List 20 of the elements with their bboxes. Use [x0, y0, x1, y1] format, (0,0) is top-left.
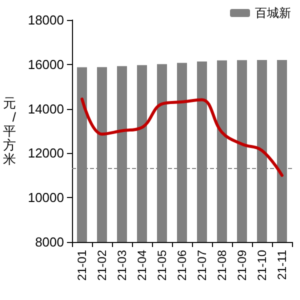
y-tick-label: 12000 — [28, 146, 64, 161]
x-tick-label: 21-10 — [255, 250, 269, 281]
line-series — [80, 98, 284, 177]
x-tick-label: 21-02 — [95, 250, 109, 281]
x-tick-label: 21-03 — [115, 250, 129, 281]
y-tick-label: 18000 — [28, 12, 64, 28]
legend-label: 百城新 — [255, 6, 291, 20]
y-tick-label: 8000 — [35, 234, 64, 250]
x-tick-label: 21-01 — [75, 250, 89, 281]
x-tick-label: 21-04 — [135, 250, 149, 281]
x-tick-label: 21-06 — [175, 250, 189, 281]
y-axis-title: 元/平方米 — [3, 96, 16, 166]
x-tick-label: 21-08 — [215, 250, 229, 281]
x-tick-label: 21-09 — [235, 250, 249, 281]
x-tick-label: 21-07 — [195, 250, 209, 281]
y-tick-label: 10000 — [28, 190, 64, 206]
y-tick-label: 14000 — [28, 101, 64, 116]
y-tick-label: 16000 — [28, 56, 64, 72]
x-tick-label: 21-05 — [155, 250, 169, 281]
x-tick-label: 21-11 — [275, 250, 289, 280]
